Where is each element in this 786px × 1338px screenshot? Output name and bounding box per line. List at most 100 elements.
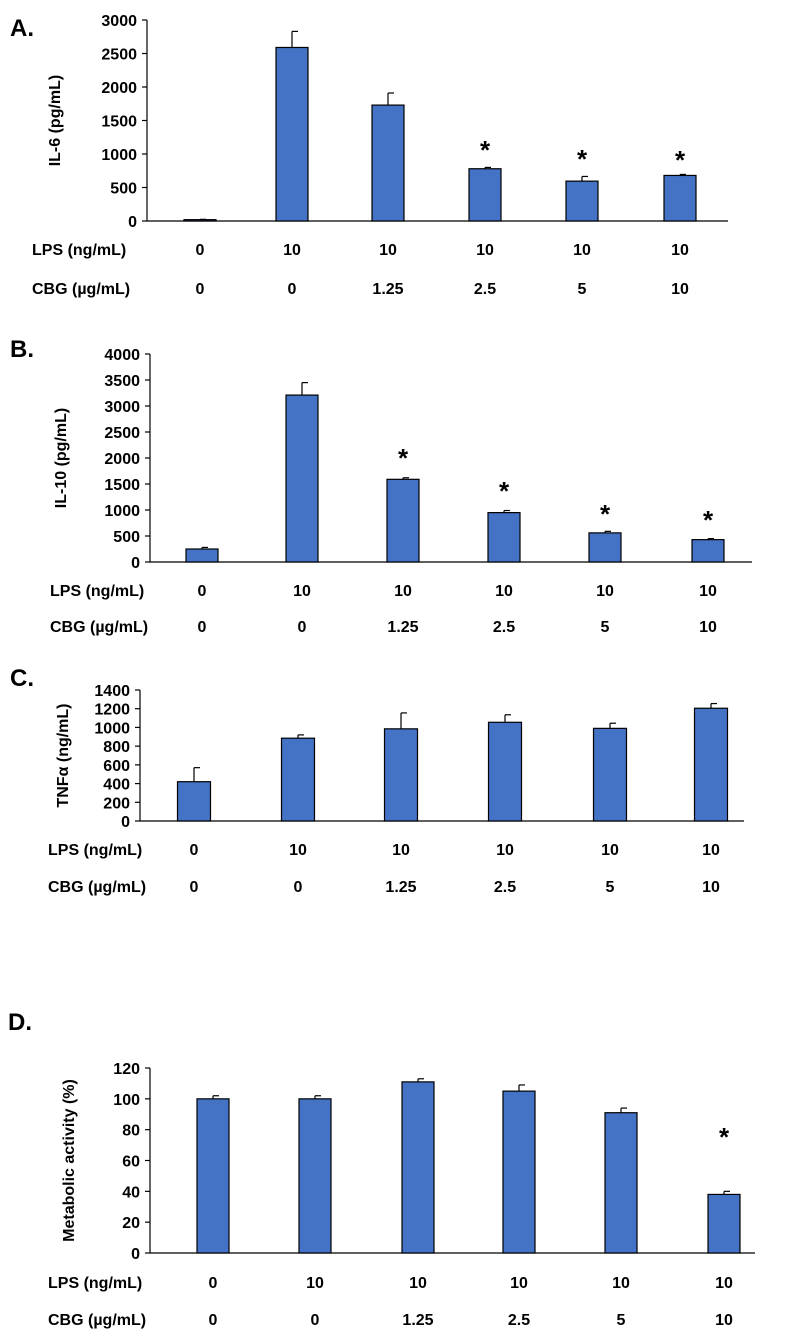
- y-tick-label: 600: [103, 758, 130, 775]
- lps-value: 10: [476, 242, 494, 259]
- cbg-value: 0: [298, 619, 307, 636]
- bar: [176, 781, 212, 822]
- y-tick-label: 4000: [104, 347, 140, 364]
- lps-value: 10: [409, 1275, 427, 1292]
- significance-star: *: [675, 145, 686, 175]
- lps-value: 10: [293, 583, 311, 600]
- lps-value: 10: [612, 1275, 630, 1292]
- cbg-value: 1.25: [387, 619, 418, 636]
- lps-row-label: LPS (ng/mL): [48, 842, 142, 859]
- lps-value: 10: [699, 583, 717, 600]
- cbg-value: 5: [606, 879, 615, 896]
- lps-value: 10: [671, 242, 689, 259]
- y-tick-label: 500: [113, 529, 140, 546]
- lps-value: 10: [573, 242, 591, 259]
- bar: [196, 1098, 230, 1254]
- lps-value: 10: [379, 242, 397, 259]
- lps-value: 10: [496, 842, 514, 859]
- lps-value: 10: [283, 242, 301, 259]
- lps-value: 0: [209, 1275, 218, 1292]
- significance-star: *: [600, 499, 611, 529]
- y-tick-label: 3000: [101, 13, 137, 30]
- y-tick-label: 2000: [104, 451, 140, 468]
- cbg-value: 10: [715, 1312, 733, 1329]
- cbg-value: 0: [294, 879, 303, 896]
- lps-value: 10: [601, 842, 619, 859]
- lps-value: 10: [596, 583, 614, 600]
- cbg-value: 0: [190, 879, 199, 896]
- lps-value: 10: [510, 1275, 528, 1292]
- y-tick-label: 2500: [101, 47, 137, 64]
- bar: [285, 394, 319, 563]
- lps-value: 0: [198, 583, 207, 600]
- bar: [280, 737, 316, 822]
- lps-value: 10: [392, 842, 410, 859]
- cbg-row-label: CBG (µg/mL): [50, 619, 148, 636]
- cbg-value: 2.5: [493, 619, 515, 636]
- y-tick-label: 1000: [101, 147, 137, 164]
- lps-value: 10: [289, 842, 307, 859]
- cbg-value: 10: [702, 879, 720, 896]
- y-tick-label: 400: [103, 777, 130, 794]
- y-tick-label: 1500: [104, 477, 140, 494]
- y-axis-label: TNFα (ng/mL): [55, 703, 72, 807]
- chart-panel-2: B.05001000150020002500300035004000IL-10 …: [10, 336, 752, 636]
- y-tick-label: 60: [122, 1154, 140, 1171]
- bar: [502, 1090, 536, 1254]
- bar: [383, 728, 419, 822]
- lps-row-label: LPS (ng/mL): [48, 1275, 142, 1292]
- bar: [386, 478, 420, 563]
- cbg-value: 10: [699, 619, 717, 636]
- cbg-row-label: CBG (µg/mL): [48, 879, 146, 896]
- bar: [592, 727, 628, 822]
- cbg-value: 1.25: [385, 879, 416, 896]
- cbg-value: 2.5: [508, 1312, 530, 1329]
- y-tick-label: 1000: [94, 720, 130, 737]
- cbg-value: 5: [617, 1312, 626, 1329]
- lps-row-label: LPS (ng/mL): [50, 583, 144, 600]
- bar: [663, 174, 697, 222]
- y-axis-label: IL-6 (pg/mL): [47, 75, 64, 167]
- cbg-value: 2.5: [494, 879, 516, 896]
- bar: [604, 1112, 638, 1254]
- y-tick-label: 2500: [104, 425, 140, 442]
- y-tick-label: 0: [131, 1246, 140, 1263]
- bar: [691, 539, 725, 563]
- lps-value: 0: [196, 242, 205, 259]
- significance-star: *: [480, 135, 491, 165]
- cbg-value: 1.25: [372, 281, 403, 298]
- y-tick-label: 0: [128, 214, 137, 231]
- cbg-value: 0: [196, 281, 205, 298]
- bar: [588, 532, 622, 563]
- significance-star: *: [719, 1122, 730, 1152]
- significance-star: *: [703, 505, 714, 535]
- cbg-value: 2.5: [474, 281, 496, 298]
- bar: [275, 46, 309, 222]
- y-tick-label: 1500: [101, 114, 137, 131]
- lps-value: 0: [190, 842, 199, 859]
- bar: [487, 721, 523, 822]
- cbg-value: 5: [578, 281, 587, 298]
- y-tick-label: 1400: [94, 683, 130, 700]
- cbg-value: 0: [198, 619, 207, 636]
- lps-value: 10: [495, 583, 513, 600]
- y-tick-label: 100: [113, 1092, 140, 1109]
- y-tick-label: 40: [122, 1184, 140, 1201]
- y-tick-label: 1000: [104, 503, 140, 520]
- y-tick-label: 2000: [101, 80, 137, 97]
- panel-letter: A.: [10, 15, 34, 42]
- y-axis-label: Metabolic activity (%): [61, 1079, 78, 1242]
- bar: [185, 548, 219, 563]
- y-tick-label: 1200: [94, 702, 130, 719]
- cbg-value: 0: [209, 1312, 218, 1329]
- chart-panel-1: A. 0 5 0 0 1000 1500 2000 2500 3000 IL-6 (pg/mL) * *…: [10, 13, 728, 298]
- panel-letter: B.: [10, 336, 34, 363]
- bar: [298, 1098, 332, 1254]
- lps-value: 10: [306, 1275, 324, 1292]
- significance-star: *: [577, 144, 588, 174]
- y-tick-label: 120: [113, 1061, 140, 1078]
- y-tick-label: 20: [122, 1215, 140, 1232]
